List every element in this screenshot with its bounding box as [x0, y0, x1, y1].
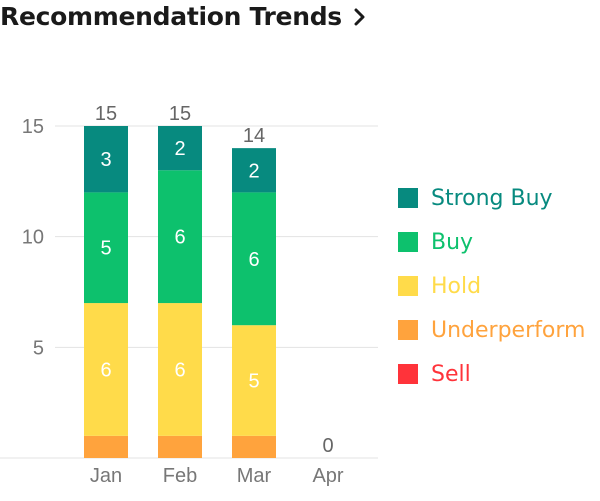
bar-total-label: 15 [95, 103, 117, 125]
y-tick-label: 10 [22, 227, 44, 249]
bar-total-label: 0 [322, 435, 333, 457]
legend-swatch [398, 320, 418, 340]
x-tick-label: Apr [312, 465, 343, 487]
bar-value-label: 6 [174, 227, 185, 249]
bar-value-label: 5 [248, 371, 259, 393]
bar-segment [232, 192, 276, 326]
legend-swatch [398, 276, 418, 296]
bar-value-label: 6 [248, 249, 259, 271]
bar-segment [158, 170, 202, 304]
bar-segment [232, 148, 276, 193]
legend-swatch [398, 364, 418, 384]
section-title: Recommendation Trends [0, 2, 342, 31]
legend-swatch [398, 232, 418, 252]
section-header[interactable]: Recommendation Trends [0, 2, 366, 31]
x-tick-label: Jan [90, 465, 122, 487]
bar-value-label: 6 [174, 359, 185, 381]
bar-value-label: 5 [100, 238, 111, 260]
legend-label: Buy [431, 229, 474, 255]
y-tick-label: 5 [33, 337, 44, 359]
bar-value-label: 2 [174, 138, 185, 160]
legend-item: Sell [398, 352, 585, 396]
legend-label: Sell [431, 361, 471, 387]
bar-total-label: 15 [169, 103, 191, 125]
bar-segment [84, 126, 128, 193]
legend-item: Hold [398, 264, 585, 308]
bar-segment [84, 192, 128, 304]
bar-value-label: 6 [100, 359, 111, 381]
legend-label: Strong Buy [431, 185, 553, 211]
bar-total-label: 14 [243, 125, 265, 147]
legend-label: Hold [431, 273, 482, 299]
x-tick-label: Mar [237, 465, 272, 487]
bar-segment [232, 435, 276, 458]
y-tick-label: 15 [22, 116, 44, 138]
bar-value-label: 3 [100, 149, 111, 171]
legend-item: Strong Buy [398, 176, 585, 220]
legend-item: Buy [398, 220, 585, 264]
bar-segment [158, 435, 202, 458]
legend-label: Underperform [431, 317, 586, 343]
bar-segment [84, 303, 128, 436]
legend-swatch [398, 188, 418, 208]
bar-segment [84, 435, 128, 458]
bar-segment [232, 325, 276, 436]
chevron-right-icon[interactable] [354, 8, 366, 26]
bar-segment [158, 126, 202, 171]
x-tick-label: Feb [163, 465, 197, 487]
legend-item: Underperform [398, 308, 585, 352]
bar-segment [158, 303, 202, 436]
bar-value-label: 2 [248, 160, 259, 182]
chart-legend: Strong Buy Buy Hold Underperform Sell [398, 176, 585, 396]
